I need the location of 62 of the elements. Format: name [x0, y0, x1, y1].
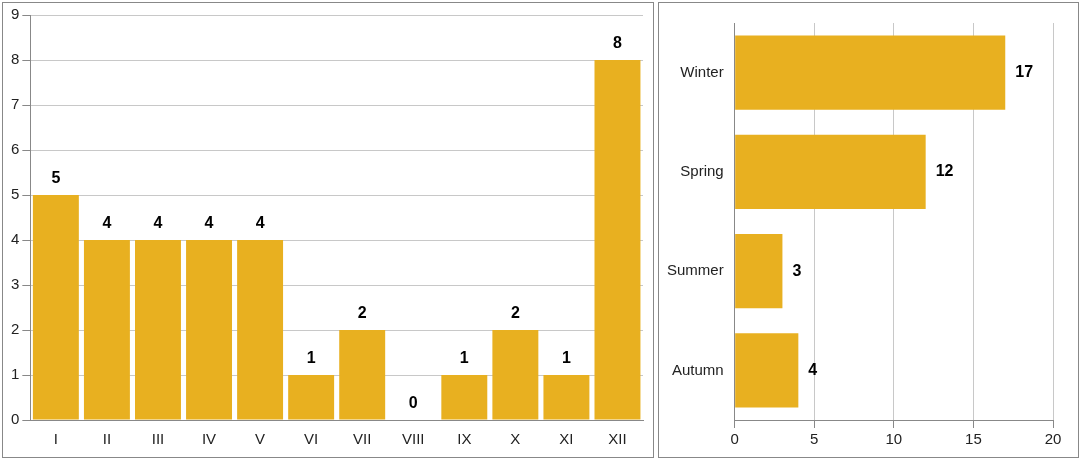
x-tick-label: II	[102, 430, 112, 448]
bar	[594, 60, 641, 420]
y-tick-label: Spring	[680, 162, 724, 180]
data-label: 2	[510, 304, 520, 322]
x-tick-label: 20	[1044, 430, 1062, 448]
y-tick-label: 3	[11, 275, 20, 293]
y-tick-label: 9	[11, 5, 20, 23]
x-tick-label: X	[510, 430, 521, 448]
data-label: 1	[306, 349, 316, 367]
data-label: 8	[613, 34, 623, 52]
x-tick-label: VIII	[402, 430, 425, 448]
y-tick-label: 8	[11, 50, 20, 68]
x-tick-label: I	[53, 430, 58, 448]
data-label: 5	[51, 169, 61, 187]
y-tick-label: 5	[11, 185, 20, 203]
data-label: 4	[153, 214, 163, 232]
data-label: 3	[792, 261, 802, 279]
x-tick-label: XII	[608, 430, 627, 448]
data-label: 4	[255, 214, 265, 232]
bar	[83, 240, 130, 420]
x-tick-label: VII	[353, 430, 372, 448]
bar	[288, 375, 335, 420]
y-tick-label: Summer	[666, 261, 724, 279]
x-tick-label: 5	[810, 430, 819, 448]
data-label: 1	[459, 349, 469, 367]
data-label: 0	[408, 394, 418, 412]
bar	[237, 240, 284, 420]
x-tick-label: V	[255, 430, 266, 448]
data-label: 4	[102, 214, 112, 232]
data-label: 1	[561, 349, 571, 367]
y-tick-label: 1	[11, 365, 20, 383]
bar	[32, 195, 79, 420]
y-tick-label: 2	[11, 320, 20, 338]
data-label: 17	[1015, 63, 1034, 81]
bar	[441, 375, 488, 420]
x-tick-label: IX	[457, 430, 472, 448]
y-tick-label: 4	[11, 230, 20, 248]
data-label: 4	[204, 214, 214, 232]
y-tick-label: 6	[11, 140, 20, 158]
y-tick-label: 7	[11, 95, 20, 113]
bar	[735, 233, 783, 309]
bar	[339, 330, 386, 420]
bar	[735, 35, 1006, 110]
bar	[492, 330, 539, 420]
x-tick-label: 15	[965, 430, 982, 448]
y-tick-label: Winter	[680, 62, 724, 80]
bar	[735, 333, 799, 408]
bar	[735, 134, 926, 210]
y-tick-label: 0	[11, 410, 20, 428]
x-tick-label: 10	[885, 430, 903, 448]
bar	[543, 375, 590, 420]
data-label: 2	[357, 304, 367, 322]
x-tick-label: III	[151, 430, 165, 448]
data-label: 4	[808, 360, 818, 378]
bar	[186, 240, 233, 420]
x-tick-label: IV	[201, 430, 217, 448]
x-tick-label: VI	[304, 430, 319, 448]
data-label: 12	[935, 162, 954, 180]
x-tick-label: 0	[730, 430, 739, 448]
x-tick-label: XI	[559, 430, 574, 448]
y-tick-label: Autumn	[671, 360, 724, 378]
bar	[135, 240, 181, 420]
